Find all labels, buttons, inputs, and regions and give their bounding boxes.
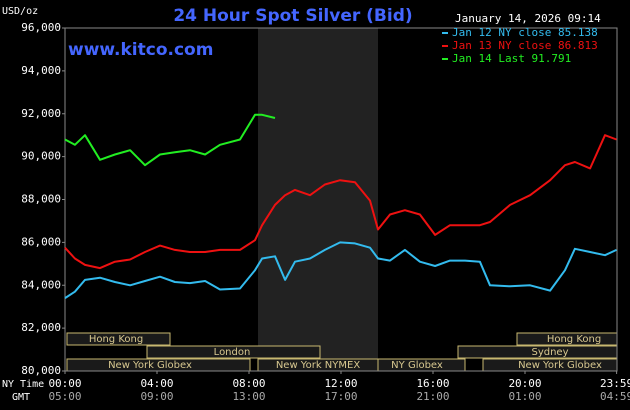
y-tick-label: 88,000 (21, 193, 61, 206)
y-tick-label: 94,000 (21, 64, 61, 77)
x-tick-label: 20:00 (508, 377, 541, 390)
y-unit: USD/oz (2, 6, 38, 17)
x-tick-label-gmt: 09:00 (140, 390, 173, 403)
session-label: New York Globex (518, 360, 602, 371)
series-line (64, 134, 617, 270)
session-label: New York Globex (108, 360, 192, 371)
timestamp: January 14, 2026 09:14 (455, 12, 601, 25)
y-tick-label: 92,000 (21, 107, 61, 120)
session-label: Hong Kong (89, 334, 143, 345)
y-tick-label: 82,000 (21, 321, 61, 334)
x-tick-label-gmt: 01:00 (508, 390, 541, 403)
website: www.kitco.com (68, 40, 213, 60)
session-label: NY Globex (391, 360, 443, 371)
x-tick-label: 23:59 (600, 377, 630, 390)
x-tick-label: 16:00 (416, 377, 449, 390)
session-label: New York NYMEX (276, 360, 361, 371)
session-label: London (214, 347, 251, 358)
x-tick-label: 00:00 (48, 377, 81, 390)
gmt-label: GMT (12, 392, 30, 403)
x-tick-label-gmt: 13:00 (232, 390, 265, 403)
x-tick-label-gmt: 17:00 (324, 390, 357, 403)
chart-title: 24 Hour Spot Silver (Bid) (173, 6, 412, 26)
legend-label: Jan 14 Last 91.791 (452, 52, 571, 65)
legend-label: Jan 13 NY close 86.813 (452, 39, 598, 52)
legend-label: Jan 12 NY close 85.138 (452, 26, 598, 39)
series-line (64, 113, 276, 167)
series-line (64, 241, 617, 299)
session-bar (66, 332, 171, 346)
x-tick-label: 08:00 (232, 377, 265, 390)
x-tick-label: 04:00 (140, 377, 173, 390)
session-label: Sydney (531, 347, 568, 358)
y-tick-label: 90,000 (21, 150, 61, 163)
x-tick-label: 12:00 (324, 377, 357, 390)
session-label: Hong Kong (547, 334, 601, 345)
x-tick-label-gmt: 21:00 (416, 390, 449, 403)
y-tick-label: 84,000 (21, 278, 61, 291)
y-tick-label: 86,000 (21, 235, 61, 248)
y-tick-label: 96,000 (21, 21, 61, 34)
x-tick-label-gmt: 04:59 (600, 390, 630, 403)
nymex-shade (258, 28, 378, 371)
y-tick-label: 80,000 (21, 364, 61, 377)
sessions: Hong Kong London New York Globex New Yor… (66, 332, 618, 372)
x-tick-label-gmt: 05:00 (48, 390, 81, 403)
ny-time-label: NY Time (2, 379, 44, 390)
session-bar (146, 345, 321, 359)
